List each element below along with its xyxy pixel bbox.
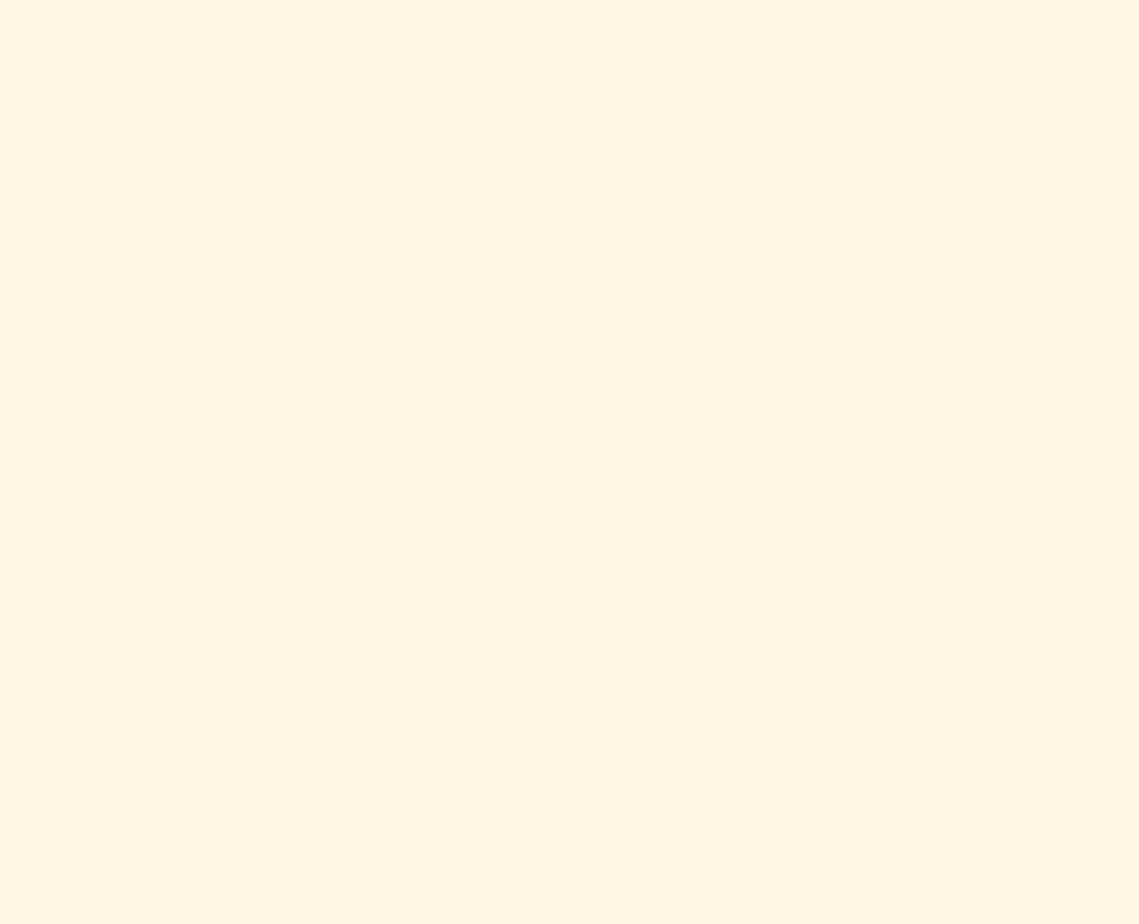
bar-chart <box>0 0 1139 924</box>
